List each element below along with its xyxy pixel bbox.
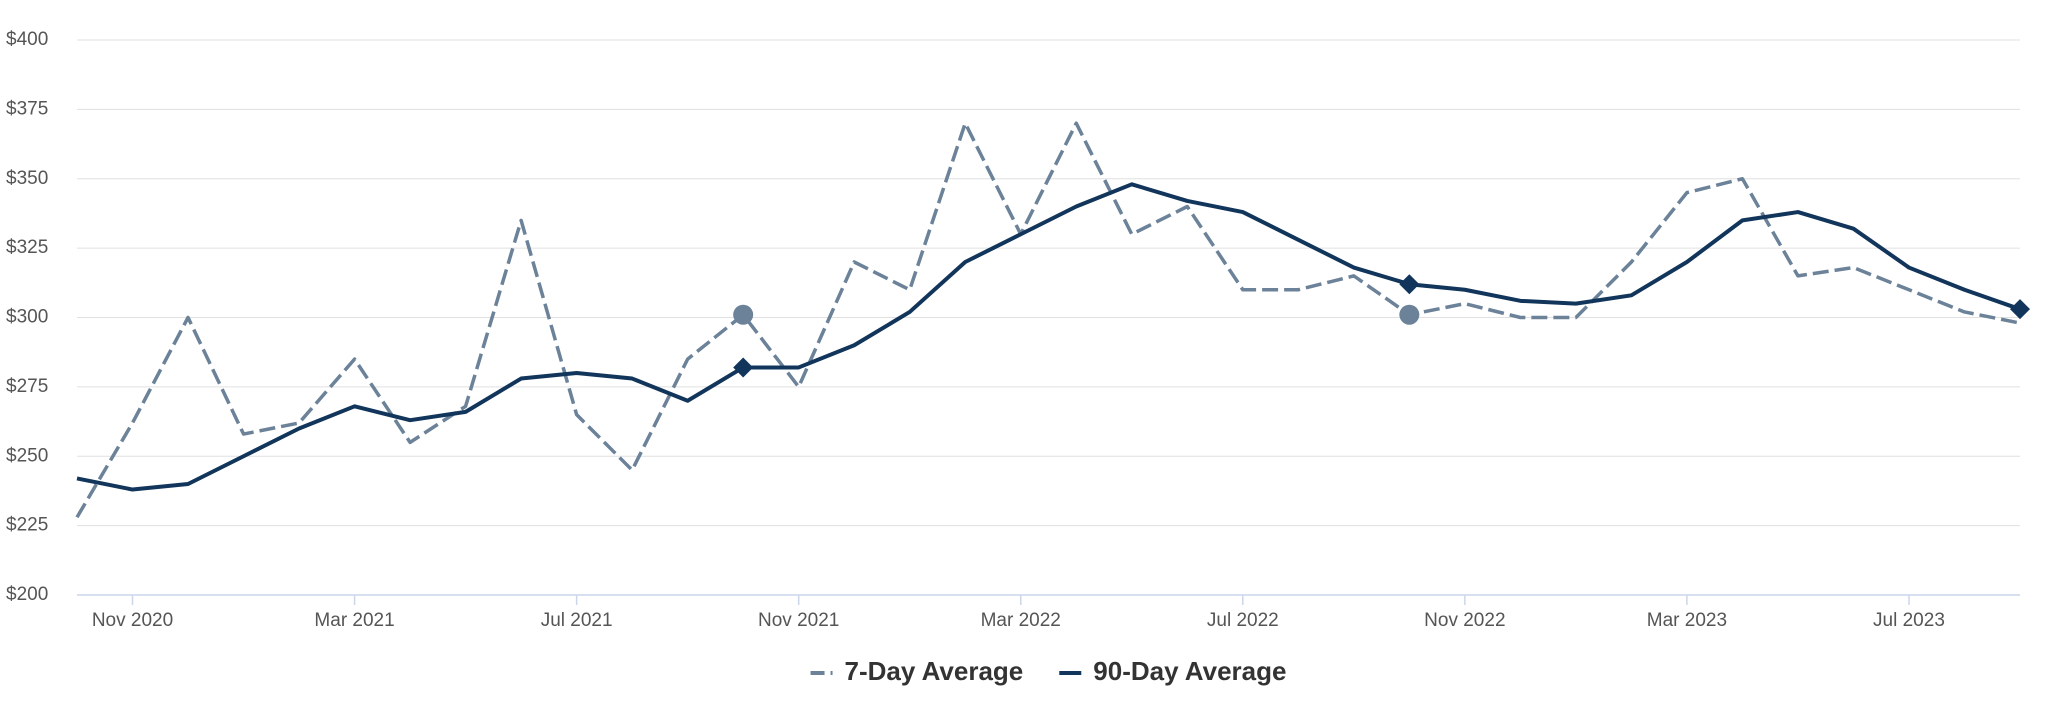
legend-label: 7-Day Average [845, 656, 1024, 686]
point-marker [733, 357, 754, 378]
x-tick-label: Mar 2022 [981, 610, 1061, 631]
x-tick-label: Nov 2020 [92, 610, 173, 631]
y-tick-label: $350 [6, 168, 48, 189]
y-tick-label: $250 [6, 445, 48, 466]
y-tick-label: $325 [6, 237, 48, 258]
x-tick-label: Nov 2021 [758, 610, 839, 631]
point-marker [1399, 274, 1420, 295]
point-marker [1399, 304, 1420, 325]
x-tick-label: Nov 2022 [1424, 610, 1505, 631]
y-tick-label: $200 [6, 584, 48, 605]
series-line [75, 121, 2021, 519]
point-marker [733, 304, 754, 325]
x-tick-label: Mar 2021 [314, 610, 394, 631]
y-tick-label: $400 [6, 29, 48, 50]
y-tick-label: $300 [6, 307, 48, 328]
legend: 7-Day Average 90-Day Average [810, 656, 1286, 686]
x-tick-label: Jul 2023 [1873, 610, 1945, 631]
x-tick-label: Jul 2022 [1207, 610, 1279, 631]
point-marker [2010, 299, 2030, 320]
x-tick-label: Jul 2021 [541, 610, 613, 631]
y-tick-label: $275 [6, 376, 48, 397]
legend-label: 90-Day Average [1093, 656, 1286, 686]
series-line [76, 182, 2021, 492]
y-tick-label: $225 [6, 515, 48, 536]
y-tick-label: $375 [6, 98, 48, 119]
x-tick-label: Mar 2023 [1647, 610, 1727, 631]
